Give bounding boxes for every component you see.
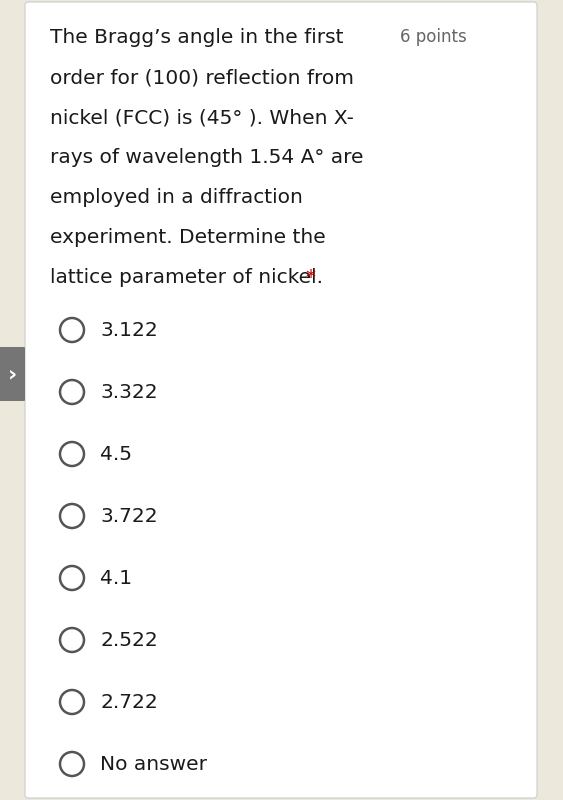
Text: nickel (FCC) is (45° ). When X-: nickel (FCC) is (45° ). When X- xyxy=(50,108,354,127)
Text: The Bragg’s angle in the first: The Bragg’s angle in the first xyxy=(50,28,343,47)
Text: *: * xyxy=(306,268,316,287)
Text: 4.5: 4.5 xyxy=(100,445,132,463)
Text: 3.322: 3.322 xyxy=(100,382,158,402)
Text: lattice parameter of nickel.: lattice parameter of nickel. xyxy=(50,268,323,287)
Text: 2.522: 2.522 xyxy=(100,630,158,650)
Text: employed in a diffraction: employed in a diffraction xyxy=(50,188,303,207)
Text: 3.722: 3.722 xyxy=(100,506,158,526)
FancyBboxPatch shape xyxy=(0,347,25,401)
Text: experiment. Determine the: experiment. Determine the xyxy=(50,228,326,247)
Text: 6 points: 6 points xyxy=(400,28,467,46)
Text: 3.122: 3.122 xyxy=(100,321,158,339)
FancyBboxPatch shape xyxy=(25,2,537,798)
Text: order for (100) reflection from: order for (100) reflection from xyxy=(50,68,354,87)
Text: 4.1: 4.1 xyxy=(100,569,132,587)
Text: No answer: No answer xyxy=(100,754,207,774)
Text: ›: › xyxy=(7,364,17,384)
Text: 2.722: 2.722 xyxy=(100,693,158,711)
Text: rays of wavelength 1.54 A° are: rays of wavelength 1.54 A° are xyxy=(50,148,364,167)
